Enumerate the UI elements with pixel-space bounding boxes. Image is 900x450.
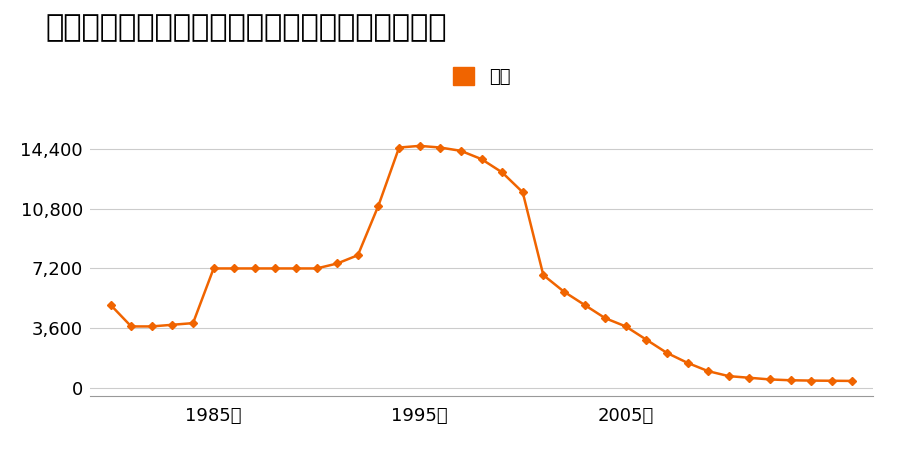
- Legend: 価格: 価格: [446, 59, 518, 93]
- Text: 千葉県成田市馬場字扇ノ作７４番２内の地価推移: 千葉県成田市馬場字扇ノ作７４番２内の地価推移: [45, 14, 446, 42]
